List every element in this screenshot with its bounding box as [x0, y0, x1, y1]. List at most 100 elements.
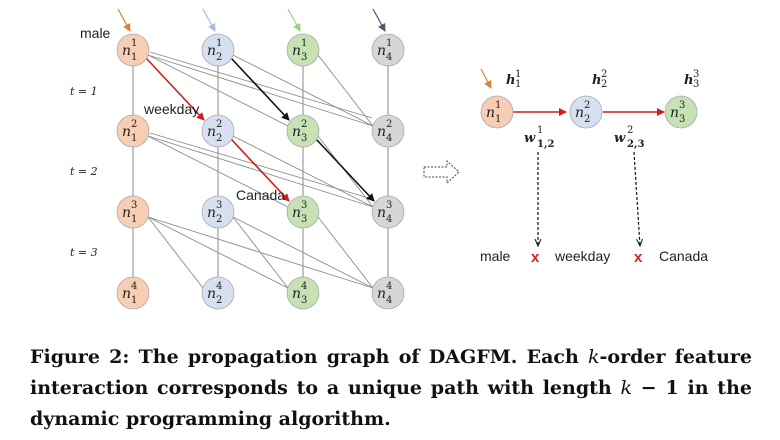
- node-n4-1: n 1 4: [371, 33, 405, 67]
- svg-text:1: 1: [495, 100, 501, 111]
- node-n1-2: n 2 1: [116, 114, 150, 148]
- w-label-1: w1 1,2: [524, 125, 554, 150]
- caption-k2: k: [620, 377, 632, 399]
- svg-text:3: 3: [693, 69, 699, 80]
- node-n3-3: n 3 3: [286, 195, 320, 229]
- svg-text:2: 2: [601, 79, 607, 90]
- svg-text:2: 2: [301, 119, 307, 130]
- right-node-n3: n 3 3: [664, 95, 698, 129]
- svg-text:n: n: [292, 43, 301, 59]
- svg-text:n: n: [122, 43, 131, 59]
- svg-text:h: h: [506, 73, 515, 88]
- svg-text:n: n: [207, 205, 216, 221]
- svg-text:h: h: [684, 73, 693, 88]
- svg-text:n: n: [122, 124, 131, 140]
- input-arrow-3: [287, 8, 301, 32]
- svg-text:4: 4: [386, 133, 392, 144]
- svg-text:1: 1: [301, 38, 307, 49]
- svg-text:2: 2: [216, 214, 222, 225]
- svg-text:n: n: [122, 205, 131, 221]
- svg-text:3: 3: [131, 200, 137, 211]
- annotation-male: male: [80, 25, 111, 41]
- svg-text:n: n: [575, 105, 584, 121]
- svg-text:1: 1: [495, 114, 501, 125]
- right-path-graph: n 11 n 22 n 33 h 11 h 22 h 33 w11,2 w22,3 male…: [480, 68, 708, 266]
- svg-text:n: n: [377, 205, 386, 221]
- annotation-canada: Canada: [236, 187, 285, 203]
- h-label-2: h 22: [592, 69, 607, 90]
- node-n2-3: n 3 2: [201, 195, 235, 229]
- svg-text:1: 1: [386, 38, 392, 49]
- svg-text:1: 1: [131, 38, 137, 49]
- svg-text:4: 4: [386, 281, 392, 292]
- left-propagation-graph: n 11 n 12 n 13 n 14 n 21 n 22 n 23 n 24 n 31 n 32 …: [70, 8, 405, 310]
- input-arrow-4: [372, 8, 386, 32]
- svg-text:1: 1: [537, 125, 543, 136]
- svg-text:2: 2: [131, 119, 137, 130]
- time-label-3: t = 3: [70, 246, 98, 259]
- svg-text:4: 4: [131, 281, 137, 292]
- svg-text:2: 2: [216, 119, 222, 130]
- svg-text:3: 3: [216, 200, 222, 211]
- svg-text:2,3: 2,3: [627, 139, 644, 150]
- cross-mark-2: x: [634, 249, 643, 266]
- feature-male: male: [480, 248, 511, 264]
- feature-weekday: weekday: [554, 248, 610, 264]
- cross-mark-1: x: [531, 249, 540, 266]
- feature-canada: Canada: [659, 248, 708, 264]
- svg-text:n: n: [292, 124, 301, 140]
- right-node-n2: n 2 2: [569, 95, 603, 129]
- svg-text:3: 3: [679, 114, 685, 125]
- svg-text:4: 4: [301, 281, 307, 292]
- svg-text:2: 2: [216, 52, 222, 63]
- svg-text:3: 3: [301, 200, 307, 211]
- svg-text:n: n: [292, 205, 301, 221]
- node-n1-3: n 3 1: [116, 195, 150, 229]
- svg-text:n: n: [207, 43, 216, 59]
- svg-text:2: 2: [216, 295, 222, 306]
- svg-text:4: 4: [386, 295, 392, 306]
- caption-k: k: [588, 346, 600, 368]
- svg-text:1,2: 1,2: [537, 139, 554, 150]
- caption-tail: − 1 in the dynamic programming algorithm…: [30, 377, 752, 430]
- time-label-1: t = 1: [70, 85, 98, 98]
- edge-red-weekday-canada: [230, 138, 290, 202]
- dagfm-figure: n 11 n 12 n 13 n 14 n 21 n 22 n 23 n 24 n 31 n 32 …: [70, 8, 708, 310]
- svg-text:n: n: [486, 105, 495, 121]
- svg-text:1: 1: [131, 133, 137, 144]
- svg-text:w: w: [614, 131, 626, 146]
- svg-text:w: w: [524, 131, 536, 146]
- node-n2-2: n 2 2: [201, 114, 235, 148]
- w-label-2: w2 2,3: [614, 125, 644, 150]
- node-n2-4: n 4 2: [201, 276, 235, 310]
- svg-text:3: 3: [679, 100, 685, 111]
- svg-text:n: n: [377, 286, 386, 302]
- svg-text:2: 2: [627, 125, 633, 136]
- svg-text:3: 3: [301, 133, 307, 144]
- svg-text:h: h: [592, 73, 601, 88]
- node-n4-4: n 4 4: [371, 276, 405, 310]
- h-label-1: h 11: [506, 69, 521, 90]
- svg-text:1: 1: [131, 52, 137, 63]
- node-n3-2: n 2 3: [286, 114, 320, 148]
- figure-caption: Figure 2: The propagation graph of DAGFM…: [30, 342, 752, 435]
- svg-text:4: 4: [216, 281, 222, 292]
- node-n1-1: n 1 1: [116, 33, 150, 67]
- svg-text:4: 4: [386, 52, 392, 63]
- svg-text:n: n: [122, 286, 131, 302]
- caption-mid: -order feature interaction corresponds t…: [30, 346, 752, 399]
- edge-black-2: [315, 138, 375, 202]
- dashed-arrow-2: [633, 151, 640, 246]
- svg-text:2: 2: [601, 69, 607, 80]
- h-label-3: h 33: [684, 69, 699, 90]
- node-n2-1: n 1 2: [201, 33, 235, 67]
- svg-text:3: 3: [386, 200, 392, 211]
- svg-text:n: n: [377, 43, 386, 59]
- svg-text:3: 3: [693, 79, 699, 90]
- svg-text:1: 1: [131, 214, 137, 225]
- svg-text:2: 2: [584, 114, 590, 125]
- time-label-2: t = 2: [70, 165, 98, 178]
- svg-text:4: 4: [386, 214, 392, 225]
- svg-text:n: n: [670, 105, 679, 121]
- right-input-arrow: [480, 68, 492, 89]
